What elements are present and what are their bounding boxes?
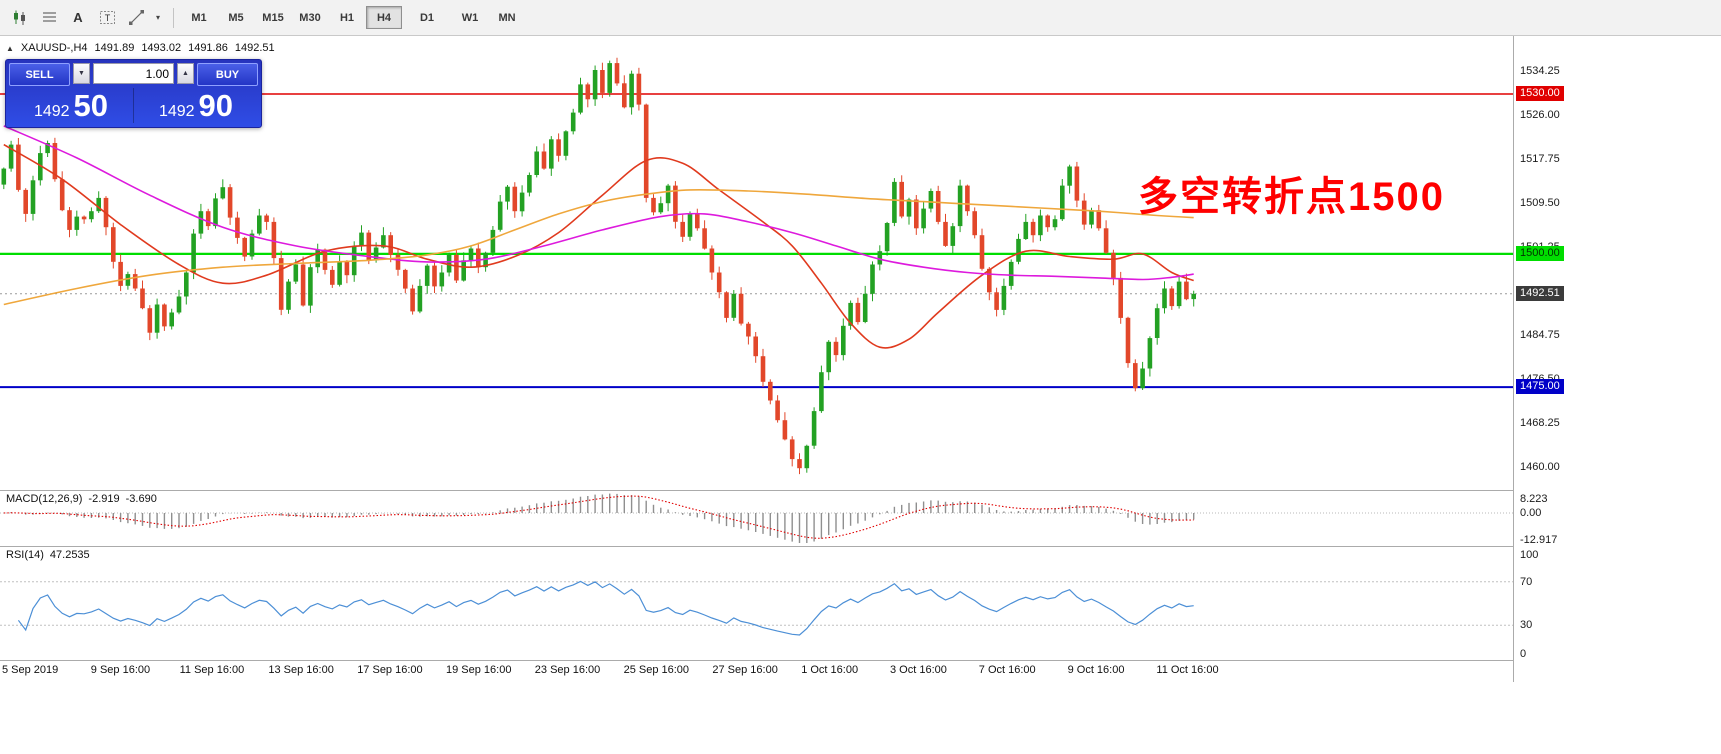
price-scale-label: 1534.25 xyxy=(1520,65,1560,77)
chart-annotation: 多空转折点1500 xyxy=(1138,175,1445,219)
sell-price[interactable]: 1492 50 xyxy=(9,88,133,123)
macd-axis-label: 0.00 xyxy=(1520,507,1542,519)
timeframe-buttons-group: M1 M5 M15 M30 H1 H4 D1 W1 MN xyxy=(181,6,526,29)
price-scale-label: 1468.25 xyxy=(1520,417,1560,429)
timeframe-m5-button[interactable]: M5 xyxy=(228,11,244,24)
ohlc-low: 1491.86 xyxy=(188,42,228,54)
ohlc-close: 1492.51 xyxy=(234,42,275,54)
grid-icon[interactable] xyxy=(35,5,63,31)
one-click-trading-panel: SELL ▼ ▲ BUY 1492 50 1492 90 xyxy=(5,59,262,128)
time-axis-label: 9 Sep 16:00 xyxy=(90,664,151,676)
timeframe-m30-button[interactable]: M30 xyxy=(299,11,321,24)
macd-axis-label: 8.223 xyxy=(1520,493,1548,505)
price-scale-label: 1509.50 xyxy=(1520,197,1560,209)
macd-name: MACD(12,26,9) xyxy=(6,493,83,505)
time-axis-label: 27 Sep 16:00 xyxy=(712,664,778,676)
volume-increase-button[interactable]: ▲ xyxy=(177,63,194,84)
toolbar-separator xyxy=(173,7,174,28)
time-axis-label: 3 Oct 16:00 xyxy=(890,664,947,676)
price-scale-label: 1484.75 xyxy=(1520,329,1560,341)
candlestick-canvas xyxy=(0,57,1513,475)
volume-input[interactable] xyxy=(93,63,174,84)
time-axis-label: 23 Sep 16:00 xyxy=(534,664,601,676)
timeframe-h4-button[interactable]: H4 xyxy=(366,6,402,29)
draw-tools-dropdown-icon[interactable]: ▾ xyxy=(155,13,160,22)
one-click-prices-row: 1492 50 1492 90 xyxy=(9,88,258,123)
timeframe-h1-button[interactable]: H1 xyxy=(339,11,355,24)
price-scale-label: 1517.75 xyxy=(1520,153,1560,165)
time-axis-label: 7 Oct 16:00 xyxy=(978,664,1036,676)
timeframe-mn-button[interactable]: MN xyxy=(498,11,516,24)
ohlc-high: 1493.02 xyxy=(141,42,182,54)
panel-separator xyxy=(0,660,1721,661)
rsi-axis-label: 0 xyxy=(1520,648,1527,660)
time-axis-label: 17 Sep 16:00 xyxy=(357,664,423,676)
toolbar-icons-group: A T ▾ xyxy=(6,5,166,31)
price-scale-label: 1460.00 xyxy=(1520,461,1560,473)
hline-price-label: 1475.00 xyxy=(1516,379,1564,394)
time-axis[interactable]: 5 Sep 2019 9 Sep 16:00 11 Sep 16:00 13 Sep … xyxy=(0,661,1513,681)
volume-decrease-button[interactable]: ▼ xyxy=(73,63,90,84)
macd-panel[interactable]: MACD(12,26,9) -2.919 -3.690 xyxy=(0,491,1513,546)
draw-tools-icon[interactable] xyxy=(122,5,150,31)
time-axis-label: 1 Oct 16:00 xyxy=(801,664,859,676)
time-axis-label: 13 Sep 16:00 xyxy=(268,664,334,676)
chart-ohlc-header: ▲ XAUUSD-,H4 1491.89 1493.02 1491.86 149… xyxy=(6,42,275,54)
time-axis-label: 5 Sep 2019 xyxy=(2,664,59,676)
price-chart[interactable]: ▲ XAUUSD-,H4 1491.89 1493.02 1491.86 149… xyxy=(0,38,1513,490)
macd-label: MACD(12,26,9) -2.919 -3.690 xyxy=(6,493,157,505)
sell-button[interactable]: SELL xyxy=(9,63,70,86)
rsi-panel[interactable]: RSI(14) 47.2535 xyxy=(0,547,1513,660)
timeframe-w1-button[interactable]: W1 xyxy=(461,11,479,24)
buy-price[interactable]: 1492 90 xyxy=(133,88,258,123)
hline-price-label: 1530.00 xyxy=(1516,86,1564,101)
rsi-label: RSI(14) 47.2535 xyxy=(6,549,90,561)
sell-price-main: 1492 xyxy=(33,103,70,120)
current-price-label: 1492.51 xyxy=(1516,286,1564,301)
time-axis-label: 11 Sep 16:00 xyxy=(179,664,245,676)
rsi-canvas xyxy=(0,580,1513,636)
price-axis[interactable]: 1534.251526.001517.751509.501501.251493.… xyxy=(1513,36,1721,682)
macd-canvas xyxy=(0,493,1513,543)
rsi-axis-label: 70 xyxy=(1520,576,1533,588)
one-click-collapse-icon[interactable]: ▲ xyxy=(6,43,14,53)
time-axis-label: 19 Sep 16:00 xyxy=(446,664,512,676)
hline-price-label: 1500.00 xyxy=(1516,246,1564,261)
macd-main-value: -2.919 xyxy=(88,493,120,505)
buy-price-main: 1492 xyxy=(158,103,195,120)
buy-price-pips: 90 xyxy=(198,88,234,123)
candlestick-chart-icon[interactable] xyxy=(6,5,34,31)
panel-separator xyxy=(0,546,1721,547)
text-box-icon[interactable]: T xyxy=(93,5,121,31)
macd-signal-value: -3.690 xyxy=(125,493,157,505)
timeframe-d1-button[interactable]: D1 xyxy=(419,11,435,24)
chart-symbol-label: XAUUSD-,H4 xyxy=(20,42,88,54)
timeframe-m1-button[interactable]: M1 xyxy=(191,11,207,24)
price-scale-label: 1526.00 xyxy=(1520,109,1560,121)
toolbar: A T ▾ M1 M5 M15 M30 H1 H4 D1 W1 MN xyxy=(0,0,1721,36)
time-axis-label: 11 Oct 16:00 xyxy=(1156,664,1219,676)
rsi-value: 47.2535 xyxy=(49,549,90,561)
buy-button[interactable]: BUY xyxy=(197,63,258,86)
svg-text:T: T xyxy=(104,13,110,23)
time-axis-label: 9 Oct 16:00 xyxy=(1067,664,1125,676)
text-label-icon[interactable]: A xyxy=(73,10,83,25)
panel-separator xyxy=(0,490,1721,491)
one-click-controls-row: SELL ▼ ▲ BUY xyxy=(9,63,258,86)
time-axis-label: 25 Sep 16:00 xyxy=(623,664,690,676)
timeframe-m15-button[interactable]: M15 xyxy=(262,11,284,24)
rsi-axis-label: 100 xyxy=(1520,549,1539,561)
ohlc-open: 1491.89 xyxy=(94,42,135,54)
sell-price-pips: 50 xyxy=(73,88,109,123)
rsi-name: RSI(14) xyxy=(6,549,44,561)
rsi-axis-label: 30 xyxy=(1520,619,1533,631)
macd-axis-label: -12.917 xyxy=(1520,534,1558,546)
